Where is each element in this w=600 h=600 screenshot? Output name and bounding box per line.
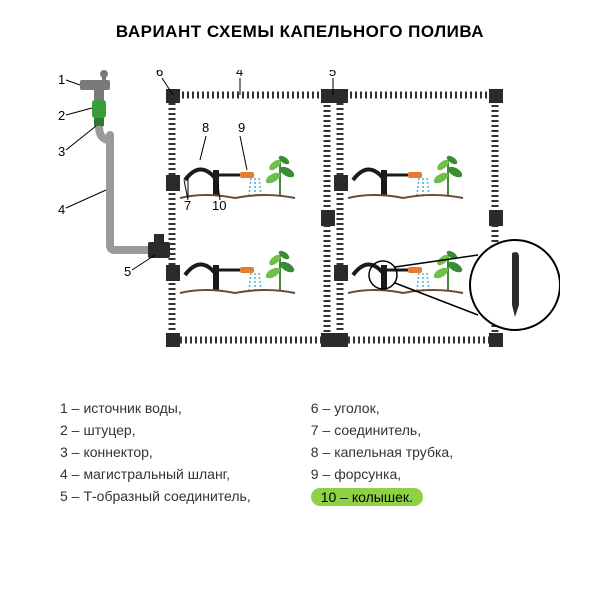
label-5a: 5 (124, 264, 131, 279)
label-1: 1 (58, 72, 65, 87)
legend-text: магистральный шланг, (83, 466, 230, 482)
plant-cell-3 (348, 154, 464, 198)
label-2: 2 (58, 108, 65, 123)
legend-num: 6 – (311, 400, 330, 416)
label-3: 3 (58, 144, 65, 159)
legend-item: 10 – колышек. (311, 488, 453, 506)
legend-text: соединитель, (334, 422, 421, 438)
label-8: 8 (202, 120, 209, 135)
legend-col-1: 1 –источник воды,2 –штуцер,3 –коннектор,… (60, 400, 251, 506)
legend-item: 6 –уголок, (311, 400, 453, 416)
legend-text: Т-образный соединитель, (83, 488, 250, 504)
label-6: 6 (156, 70, 163, 79)
legend-item: 7 –соединитель, (311, 422, 453, 438)
legend-text: капельная трубка, (334, 444, 453, 460)
legend-text: форсунка, (334, 466, 401, 482)
legend-text: источник воды, (83, 400, 181, 416)
label-10: 10 (212, 198, 226, 213)
label-7: 7 (184, 198, 191, 213)
legend-item: 3 –коннектор, (60, 444, 251, 460)
t-connector (148, 234, 170, 258)
legend-num: 5 – (60, 488, 79, 504)
legend-num: 3 – (60, 444, 79, 460)
irrigation-diagram: 1 2 3 4 5 6 4 5 8 9 7 10 (40, 70, 560, 380)
label-5b: 5 (329, 70, 336, 79)
legend-item: 1 –источник воды, (60, 400, 251, 416)
main-pipe (110, 135, 166, 250)
frame-beds (166, 89, 503, 347)
plant-cell-4 (348, 249, 464, 293)
callout-zoom (369, 240, 560, 330)
legend-text: штуцер, (83, 422, 135, 438)
legend-num: 7 – (311, 422, 330, 438)
legend-num: 2 – (60, 422, 79, 438)
legend-col-2: 6 –уголок,7 –соединитель,8 –капельная тр… (311, 400, 453, 506)
legend-item: 9 –форсунка, (311, 466, 453, 482)
label-4a: 4 (58, 202, 65, 217)
legend-num: 4 – (60, 466, 79, 482)
legend-item: 2 –штуцер, (60, 422, 251, 438)
legend-num: 1 – (60, 400, 79, 416)
page-title: ВАРИАНТ СХЕМЫ КАПЕЛЬНОГО ПОЛИВА (0, 22, 600, 42)
legend-num: 8 – (311, 444, 330, 460)
legend-text: коннектор, (83, 444, 152, 460)
label-9: 9 (238, 120, 245, 135)
legend-num: 9 – (311, 466, 330, 482)
legend-highlight: 10 – колышек. (311, 488, 423, 506)
legend-item: 5 –Т-образный соединитель, (60, 488, 251, 504)
plant-cell-2 (180, 249, 296, 293)
plant-cell-1 (180, 154, 296, 198)
legend-item: 8 –капельная трубка, (311, 444, 453, 460)
legend-text: уголок, (334, 400, 379, 416)
legend: 1 –источник воды,2 –штуцер,3 –коннектор,… (60, 400, 560, 506)
water-source (80, 70, 110, 140)
label-4b: 4 (236, 70, 243, 79)
legend-item: 4 –магистральный шланг, (60, 466, 251, 482)
diagram-svg: 1 2 3 4 5 6 4 5 8 9 7 10 (40, 70, 560, 380)
